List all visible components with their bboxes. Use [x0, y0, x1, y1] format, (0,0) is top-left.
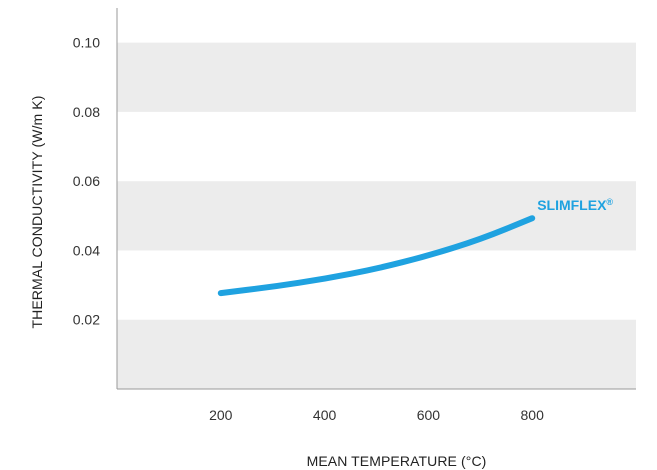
grid-band	[117, 319, 636, 389]
y-tick-label: 0.08	[73, 104, 100, 120]
grid-band	[117, 181, 636, 251]
y-axis-title: THERMAL CONDUCTIVITY (W/m K)	[29, 95, 45, 328]
series-label: SLIMFLEX®	[537, 197, 613, 213]
y-tick-label: 0.10	[73, 35, 100, 51]
series-group: SLIMFLEX®	[217, 197, 613, 297]
y-tick-label: 0.06	[73, 173, 100, 189]
y-tick-label: 0.04	[73, 242, 100, 258]
x-tick-label: 400	[313, 407, 337, 423]
y-tick-labels: 0.02 0.04 0.06 0.08 0.10	[73, 35, 100, 328]
x-tick-label: 600	[417, 407, 441, 423]
x-tick-label: 800	[521, 407, 545, 423]
y-tick-label: 0.02	[73, 312, 100, 328]
series-line	[217, 215, 536, 297]
x-axis-title: MEAN TEMPERATURE (°C)	[307, 453, 487, 469]
grid-bands	[117, 42, 636, 389]
grid-band	[117, 42, 636, 112]
x-tick-label: 200	[209, 407, 233, 423]
x-tick-labels: 200 400 600 800	[209, 407, 544, 423]
